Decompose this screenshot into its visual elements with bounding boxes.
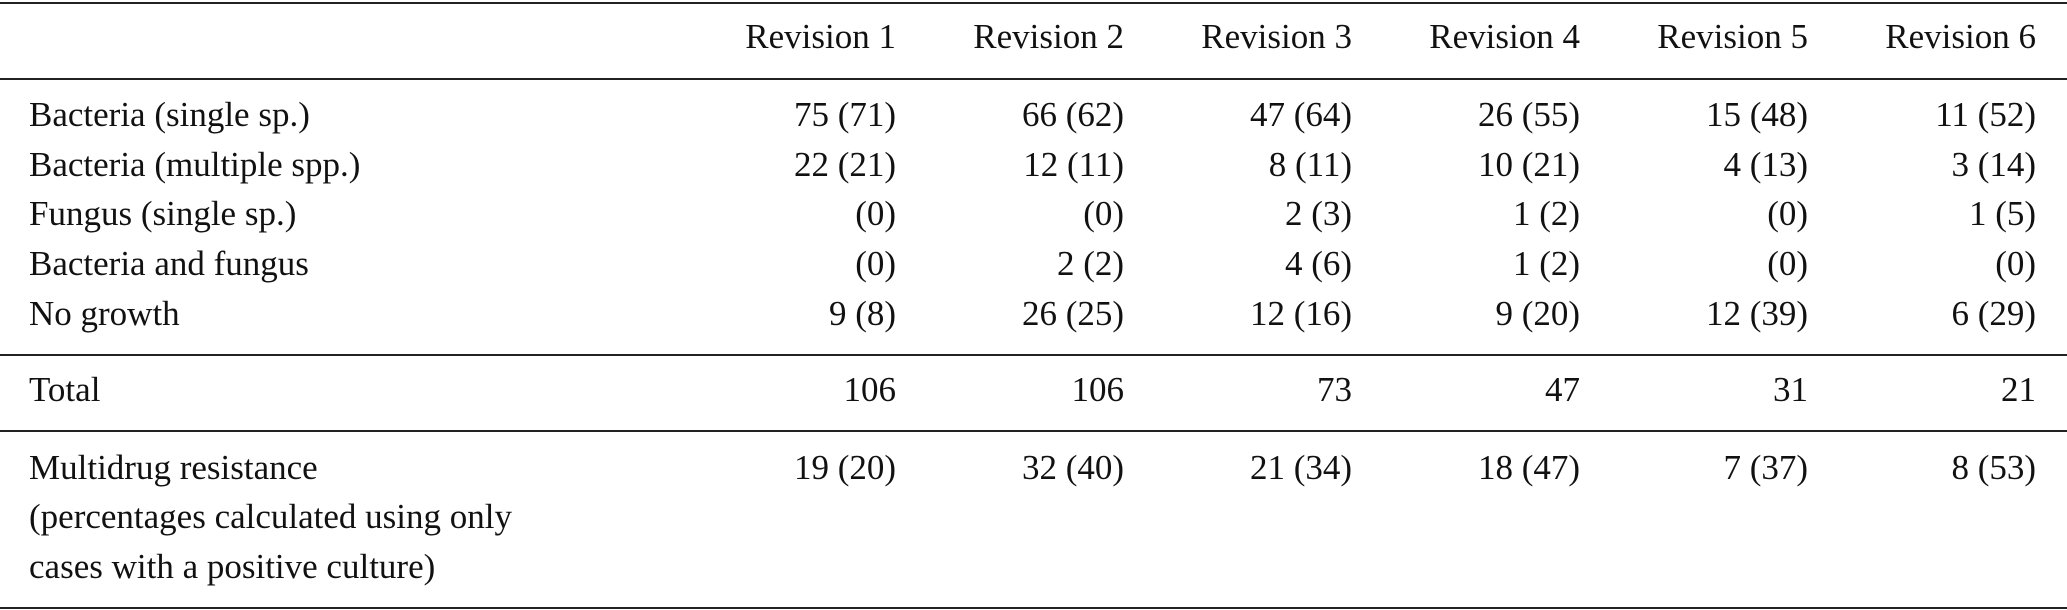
cell: 47 (64) bbox=[1249, 95, 1352, 134]
cell: 12 (16) bbox=[1249, 294, 1352, 333]
cell: (0) bbox=[855, 244, 896, 283]
row-label: Bacteria (multiple spp.) bbox=[29, 145, 361, 184]
row-label: Fungus (single sp.) bbox=[29, 194, 297, 233]
cell: 31 bbox=[1773, 370, 1808, 409]
cell: 11 (52) bbox=[1935, 95, 2036, 134]
cell: 9 (20) bbox=[1495, 294, 1580, 333]
total-rule bbox=[0, 354, 2067, 356]
cell: 8 (53) bbox=[1951, 448, 2036, 487]
row-label: Total bbox=[29, 370, 101, 409]
row-label: Bacteria and fungus bbox=[29, 244, 309, 283]
cell: 8 (11) bbox=[1268, 145, 1352, 184]
header-rule bbox=[0, 78, 2067, 80]
cell: 73 bbox=[1317, 370, 1352, 409]
cell: 9 (8) bbox=[828, 294, 896, 333]
column-header: Revision 4 bbox=[1429, 17, 1580, 56]
cell: 15 (48) bbox=[1705, 95, 1808, 134]
cell: 106 bbox=[1071, 370, 1125, 409]
cell: 19 (20) bbox=[793, 448, 896, 487]
cell: (0) bbox=[1767, 194, 1808, 233]
row-label: cases with a positive culture) bbox=[29, 547, 436, 586]
cell: 1 (2) bbox=[1512, 194, 1580, 233]
cell: 4 (13) bbox=[1723, 145, 1808, 184]
column-header: Revision 1 bbox=[745, 17, 896, 56]
cell: 106 bbox=[843, 370, 897, 409]
cell: 12 (39) bbox=[1705, 294, 1808, 333]
cell: 21 (34) bbox=[1249, 448, 1352, 487]
cell: 26 (25) bbox=[1021, 294, 1124, 333]
column-header: Revision 3 bbox=[1201, 17, 1352, 56]
top-rule bbox=[0, 2, 2067, 4]
cell: 66 (62) bbox=[1021, 95, 1124, 134]
cell: 10 (21) bbox=[1477, 145, 1580, 184]
cell: (0) bbox=[1767, 244, 1808, 283]
cell: (0) bbox=[855, 194, 896, 233]
cell: 18 (47) bbox=[1477, 448, 1580, 487]
row-label: Multidrug resistance bbox=[29, 448, 318, 487]
cell: 3 (14) bbox=[1951, 145, 2036, 184]
row-label: (percentages calculated using only bbox=[29, 497, 512, 536]
row-label: Bacteria (single sp.) bbox=[29, 95, 310, 134]
cell: 1 (5) bbox=[1968, 194, 2036, 233]
bottom-rule bbox=[0, 607, 2067, 609]
cell: 21 bbox=[2001, 370, 2036, 409]
column-header: Revision 5 bbox=[1657, 17, 1808, 56]
cell: 26 (55) bbox=[1477, 95, 1580, 134]
column-header: Revision 2 bbox=[973, 17, 1124, 56]
cell: 47 bbox=[1545, 370, 1580, 409]
resistance-rule bbox=[0, 430, 2067, 432]
cell: 4 (6) bbox=[1284, 244, 1352, 283]
cell: 2 (2) bbox=[1056, 244, 1124, 283]
cell: 32 (40) bbox=[1021, 448, 1124, 487]
cell: 22 (21) bbox=[793, 145, 896, 184]
cell: 6 (29) bbox=[1951, 294, 2036, 333]
cell: 2 (3) bbox=[1284, 194, 1352, 233]
cell: 75 (71) bbox=[793, 95, 896, 134]
cell: 1 (2) bbox=[1512, 244, 1580, 283]
cell: 7 (37) bbox=[1723, 448, 1808, 487]
row-label: No growth bbox=[29, 294, 180, 333]
cell: (0) bbox=[1083, 194, 1124, 233]
cell: 12 (11) bbox=[1023, 145, 1124, 184]
column-header: Revision 6 bbox=[1885, 17, 2036, 56]
cell: (0) bbox=[1995, 244, 2036, 283]
